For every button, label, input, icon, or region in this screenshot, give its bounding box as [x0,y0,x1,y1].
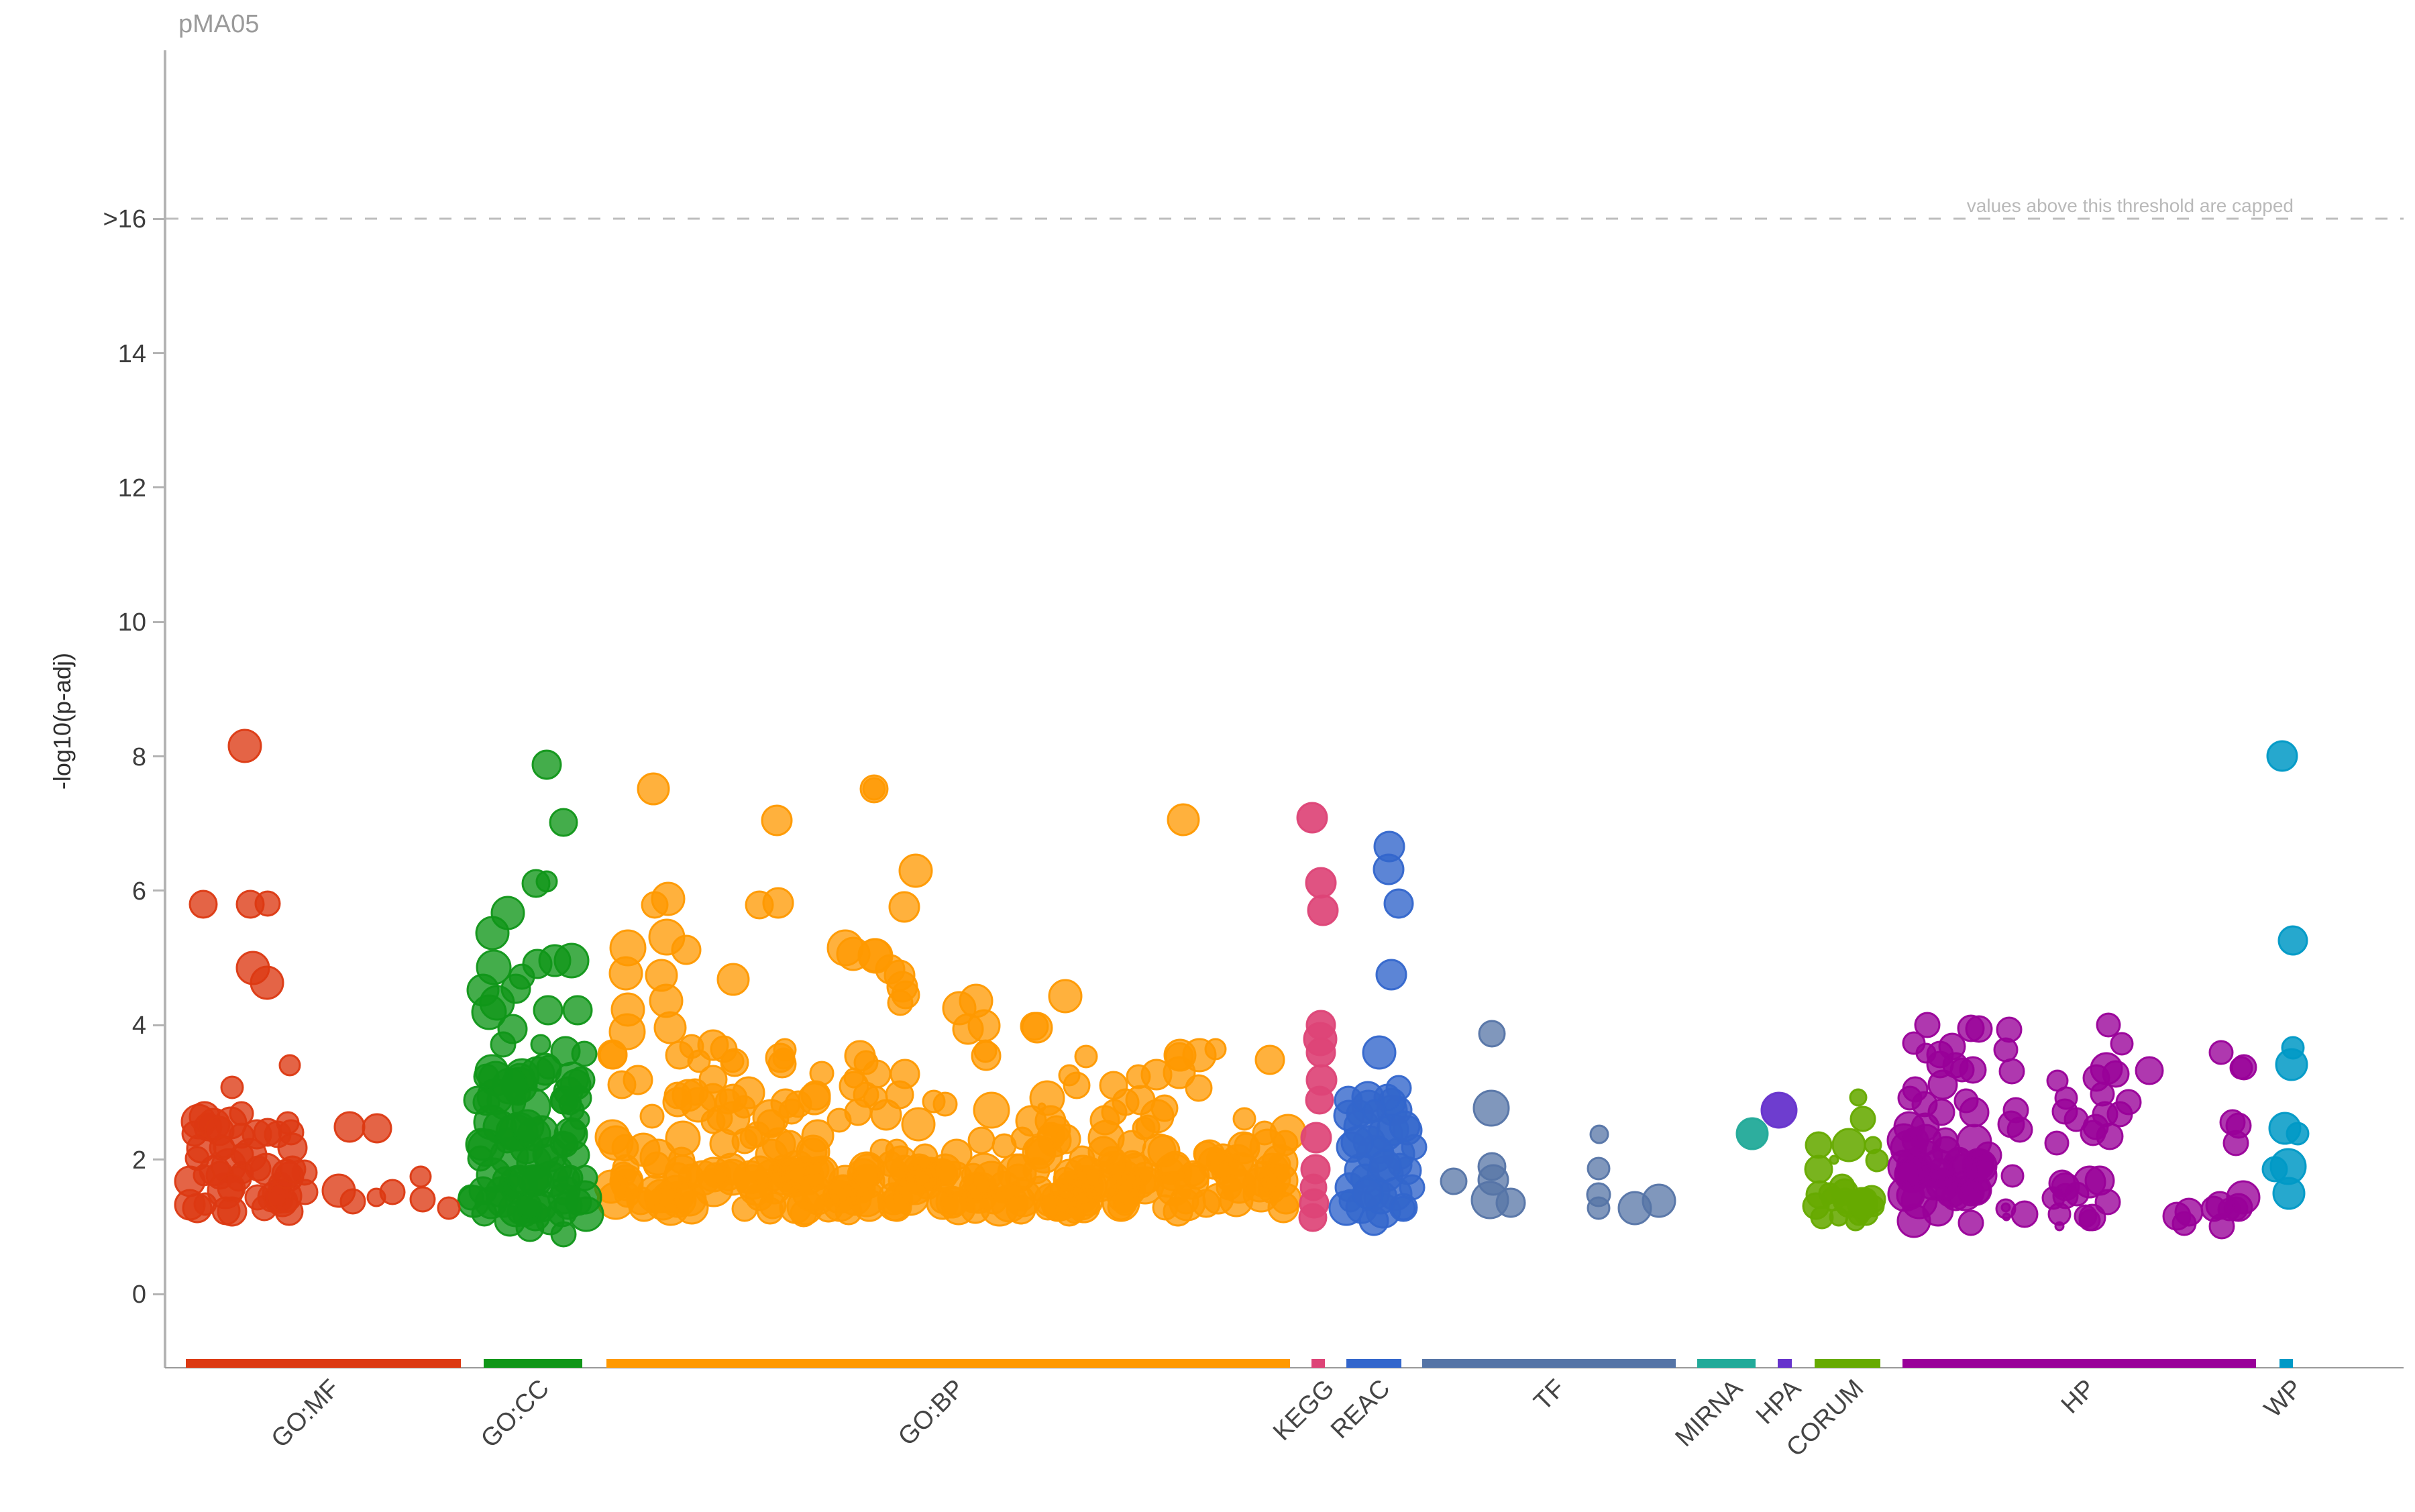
svg-text:10: 10 [118,608,146,637]
svg-text:0: 0 [132,1281,146,1309]
svg-text:2: 2 [132,1146,146,1175]
svg-text:12: 12 [118,474,146,502]
svg-text:values above this threshold ar: values above this threshold are capped [1967,195,2294,216]
svg-text:6: 6 [132,877,146,906]
svg-text:14: 14 [118,340,146,368]
svg-text:>16: >16 [103,205,146,233]
svg-text:pMA05: pMA05 [178,10,259,38]
svg-text:-log10(p-adj): -log10(p-adj) [48,653,76,790]
svg-text:8: 8 [132,743,146,771]
svg-text:4: 4 [132,1012,146,1040]
